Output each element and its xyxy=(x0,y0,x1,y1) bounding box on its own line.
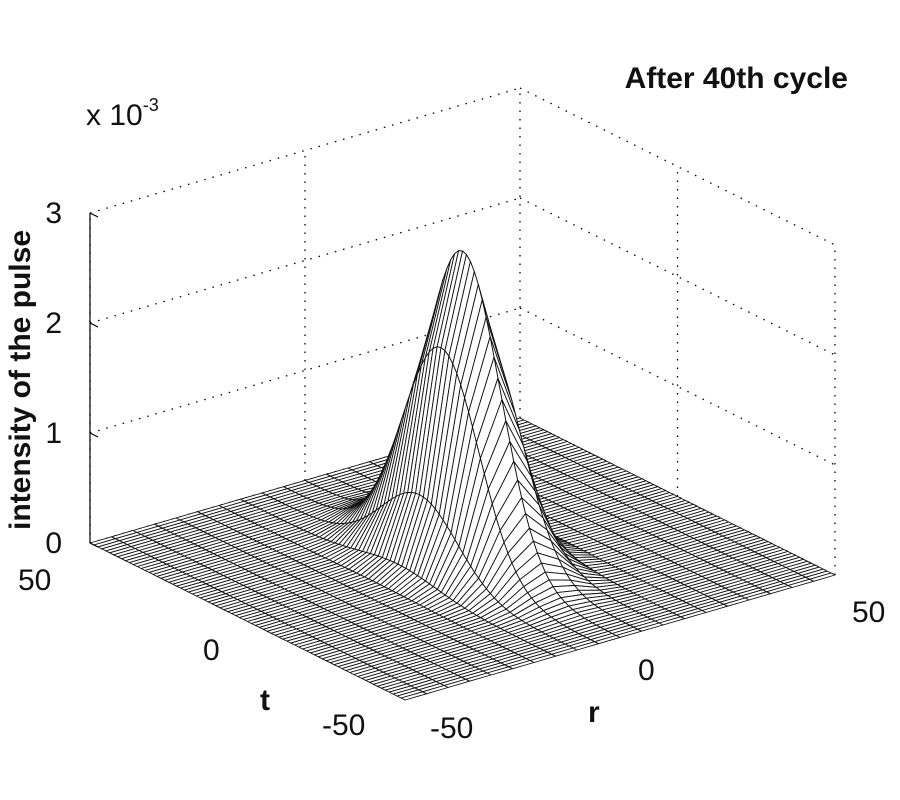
z-tick xyxy=(89,212,99,218)
z-tick xyxy=(89,322,99,328)
z-tick-label: 2 xyxy=(45,307,62,340)
z-multiplier: x 10-3 xyxy=(86,95,159,132)
z-tick-label: 3 xyxy=(45,197,62,230)
z-axis-label: intensity of the pulse xyxy=(4,230,37,530)
r-axis-label: r xyxy=(588,696,600,729)
t-axis-label: t xyxy=(260,684,270,717)
grid-line xyxy=(519,197,836,356)
z-tick xyxy=(89,432,99,438)
r-tick-label: -50 xyxy=(430,712,473,745)
surface-patch xyxy=(400,691,427,701)
r-tick-label: 0 xyxy=(638,654,655,687)
z-ticks xyxy=(89,212,99,548)
chart-title: After 40th cycle xyxy=(625,62,848,95)
t-tick-label: 0 xyxy=(203,634,220,667)
grid-line xyxy=(519,87,836,246)
z-tick-label: 1 xyxy=(45,417,62,450)
t-tick-label: 50 xyxy=(18,564,51,597)
z-tick xyxy=(89,542,99,548)
z-tick-label: 0 xyxy=(45,527,62,560)
t-tick-label: -50 xyxy=(322,709,365,742)
r-tick-label: 50 xyxy=(852,596,885,629)
surface-mesh xyxy=(89,250,836,701)
